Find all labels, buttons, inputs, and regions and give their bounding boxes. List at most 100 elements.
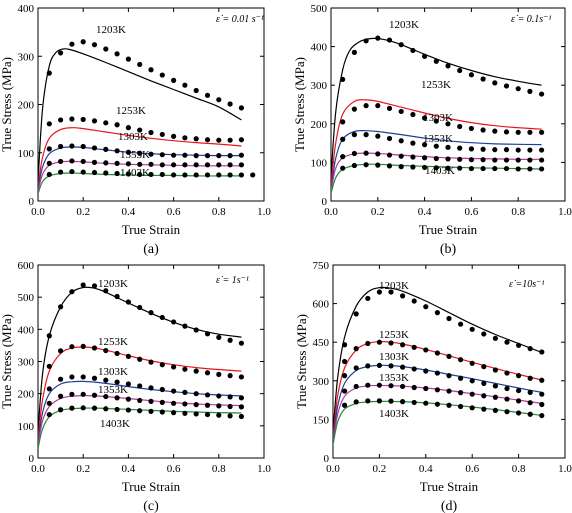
exp-point-1203K [492,80,498,86]
exp-point-1353K [457,156,463,162]
y-tick-label: 600 [313,299,330,311]
exp-point-1403K [365,398,371,404]
exp-point-1353K [125,396,131,402]
y-tick-label: 300 [18,51,35,63]
exp-point-1203K [410,47,416,54]
exp-point-1353K [411,384,417,391]
exp-point-1403K [125,171,131,177]
exp-point-1353K [159,399,165,405]
exp-point-1203K [159,314,165,321]
exp-point-1303K [114,379,120,385]
plot-frame [330,7,566,202]
exp-point-1303K [46,146,52,152]
exp-point-1403K [480,165,486,172]
exp-point-1353K [539,401,545,408]
exp-point-1303K [80,374,86,380]
model-curve-1203K [38,48,242,182]
exp-point-1353K [481,393,487,399]
x-tick-label: 0.6 [167,206,181,218]
exp-point-1353K [171,162,177,168]
strain-rate-label: ε̇ =10s⁻¹ [509,279,544,290]
x-tick-label: 0.2 [76,206,90,218]
exp-point-1403K [80,405,86,411]
exp-point-1303K [446,373,452,379]
exp-point-1353K [58,393,64,399]
exp-point-1203K [353,311,359,317]
exp-point-1253K [182,135,188,141]
series-label-1403K: 1403K [425,165,455,177]
exp-point-1353K [340,154,346,160]
x-tick-label: 0.0 [326,463,340,475]
exp-point-1203K [386,37,393,43]
exp-point-1303K [375,133,381,139]
exp-point-1403K [91,169,98,176]
x-tick-label: 0.4 [122,463,136,475]
series-label-1253K: 1253K [379,329,409,341]
exp-point-1253K [159,131,165,138]
model-curve-1403K [333,400,542,446]
exp-point-1353K [46,400,52,406]
exp-point-1353K [227,162,233,168]
exp-point-1303K [137,150,143,156]
series-label-1253K: 1253K [421,79,451,91]
series-label-1203K: 1203K [98,278,128,290]
exp-point-1303K [227,394,233,400]
exp-point-1253K [137,127,143,133]
exp-point-1403K [527,411,533,417]
exp-point-1253K [193,136,199,142]
exp-point-1303K [492,147,498,153]
exp-point-1253K [125,125,131,131]
exp-point-1303K [539,391,545,397]
exp-point-1253K [58,117,64,123]
exp-point-1203K [159,72,165,78]
exp-point-1403K [159,409,165,415]
exp-point-1253K [434,350,440,356]
exp-point-1303K [182,152,188,158]
exp-point-1303K [227,153,233,159]
y-tick-label: 0 [322,196,328,208]
exp-point-1353K [388,383,394,389]
exp-point-1403K [375,162,381,168]
exp-point-1253K [365,340,371,347]
strain-rate-label: ε̇ = 1s⁻¹ [216,275,249,286]
exp-point-1253K [351,106,357,112]
exp-point-1203K [114,51,120,57]
exp-point-1303K [193,391,199,397]
exp-point-1353K [148,161,154,167]
exp-point-1303K [504,385,510,392]
exp-point-1303K [516,387,522,394]
series-label-1253K: 1253K [116,105,146,117]
exp-point-1403K [182,172,188,178]
exp-point-1303K [445,144,451,150]
x-tick-label: 0.2 [76,463,90,475]
exp-point-1253K [469,360,475,366]
exp-point-1353K [204,402,211,408]
x-tick-label: 1.0 [257,206,271,218]
exp-point-1303K [148,385,154,391]
exp-point-1403K [91,405,98,411]
exp-point-1303K [363,132,369,138]
exp-point-1403K [503,165,510,172]
x-axis-label: True Strain [420,479,479,494]
exp-point-1303K [238,152,244,158]
exp-point-1353K [376,382,382,388]
panel-label: (c) [143,499,159,513]
exp-point-1303K [527,389,533,395]
exp-point-1353K [182,401,188,407]
exp-point-1303K [376,362,382,368]
exp-point-1403K [376,398,382,404]
y-tick-label: 600 [18,260,35,272]
exp-point-1353K [515,157,521,163]
exp-point-1303K [238,395,244,401]
exp-point-1303K [216,153,222,159]
exp-point-1403K [193,411,199,417]
series-label-1403K: 1403K [379,408,409,420]
exp-point-1253K [527,129,533,135]
exp-point-1253K [148,129,154,136]
exp-point-1353K [434,387,440,393]
exp-point-1353K [539,157,545,163]
exp-point-1253K [492,367,498,373]
x-tick-label: 0.4 [122,206,136,218]
exp-point-1353K [216,403,222,409]
exp-point-1203K [527,346,533,352]
